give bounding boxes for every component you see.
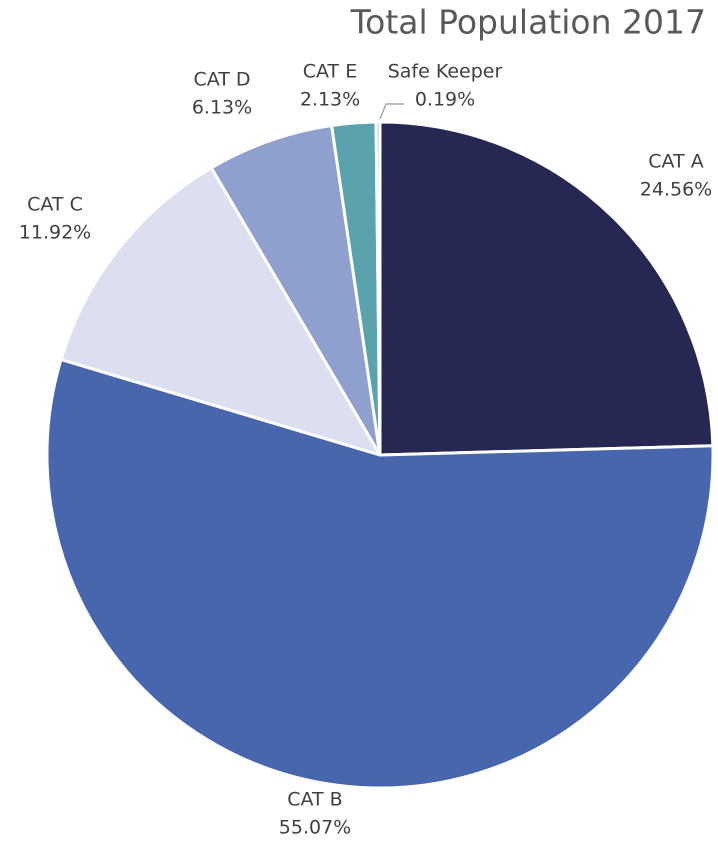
value-label: 6.13% (192, 97, 252, 119)
pie-slice (209, 124, 382, 457)
value-label: 0.19% (415, 89, 475, 111)
value-label: 2.13% (300, 89, 360, 111)
category-label: CAT B (287, 789, 342, 811)
category-label: CAT D (193, 69, 250, 91)
pie-slice (59, 166, 382, 457)
slices (45, 120, 715, 790)
leader-line (379, 103, 404, 120)
category-label: CAT E (303, 61, 357, 83)
category-label: CAT A (648, 151, 703, 173)
labels: CAT A 24.56% CAT B 55.07% CAT C 11.92% CAT D 6.… (19, 61, 712, 839)
category-label: Safe Keeper (388, 61, 503, 83)
category-label: CAT C (27, 194, 83, 216)
pie-slice (378, 120, 715, 457)
value-label: 24.56% (640, 179, 712, 201)
value-label: 11.92% (19, 222, 91, 244)
chart-title: Total Population 2017 (350, 3, 706, 42)
value-label: 55.07% (279, 817, 351, 839)
pie-slice (374, 120, 382, 457)
pie-slice (45, 357, 715, 790)
